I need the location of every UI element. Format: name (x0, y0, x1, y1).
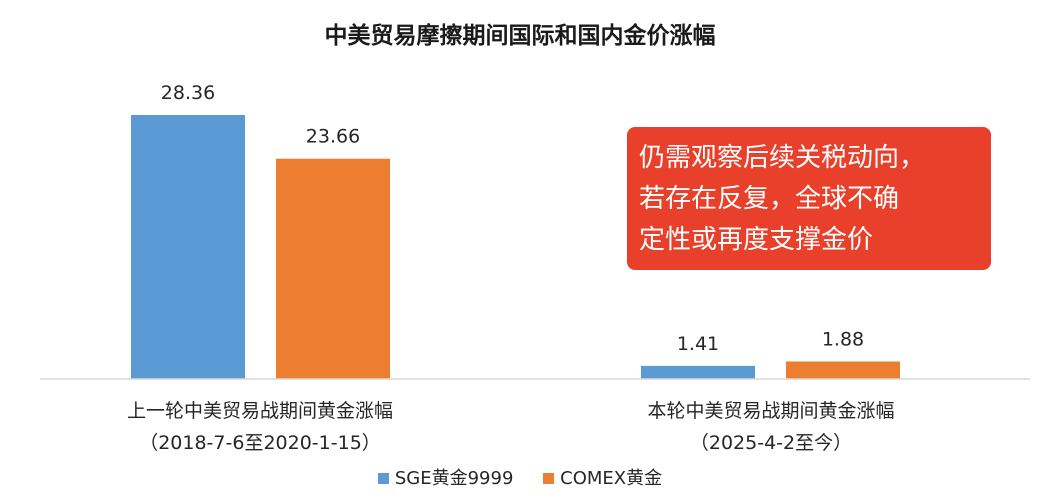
value-labels-group: 28.36 1.41 23.66 1.88 (161, 82, 864, 355)
value-label-series1-cat2: 1.41 (677, 333, 719, 355)
legend-swatch-comex (543, 472, 555, 484)
chart-title: 中美贸易摩擦期间国际和国内金价涨幅 (324, 23, 716, 49)
annotation-line-1: 仍需观察后续关税动向， (639, 143, 926, 173)
bar-series1-cat2 (641, 365, 755, 379)
legend-swatch-sge (377, 472, 389, 484)
category-label-2: 本轮中美贸易战期间黄金涨幅 （2025-4-2至今） (551, 395, 991, 459)
annotation-line-2: 若存在反复，全球不确 (639, 184, 900, 214)
value-label-series2-cat2: 1.88 (822, 328, 864, 350)
category-label-1-line1: 上一轮中美贸易战期间黄金涨幅 (126, 400, 393, 422)
legend-label-comex: COMEX黄金 (560, 468, 663, 489)
annotation-line-3: 定性或再度支撑金价 (639, 225, 874, 255)
bars-group (131, 114, 900, 380)
value-label-series1-cat1: 28.36 (161, 82, 215, 104)
value-label-series2-cat1: 23.66 (306, 126, 360, 148)
annotation-callout: 仍需观察后续关税动向， 若存在反复，全球不确 定性或再度支撑金价 (627, 127, 991, 270)
legend-item-comex: COMEX黄金 (543, 464, 662, 490)
category-label-1: 上一轮中美贸易战期间黄金涨幅 （2018-7-6至2020-1-15） (40, 395, 480, 459)
legend-label-sge: SGE黄金9999 (394, 468, 514, 489)
bar-series1-cat1 (131, 114, 245, 380)
category-label-2-line2: （2025-4-2至今） (689, 432, 853, 454)
category-label-1-line2: （2018-7-6至2020-1-15） (139, 432, 381, 454)
bar-series2-cat1 (276, 158, 390, 379)
legend-item-sge: SGE黄金9999 (377, 464, 514, 490)
legend: SGE黄金9999 COMEX黄金 (0, 464, 1040, 490)
bar-series2-cat2 (786, 361, 900, 379)
category-label-2-line1: 本轮中美贸易战期间黄金涨幅 (647, 400, 895, 422)
